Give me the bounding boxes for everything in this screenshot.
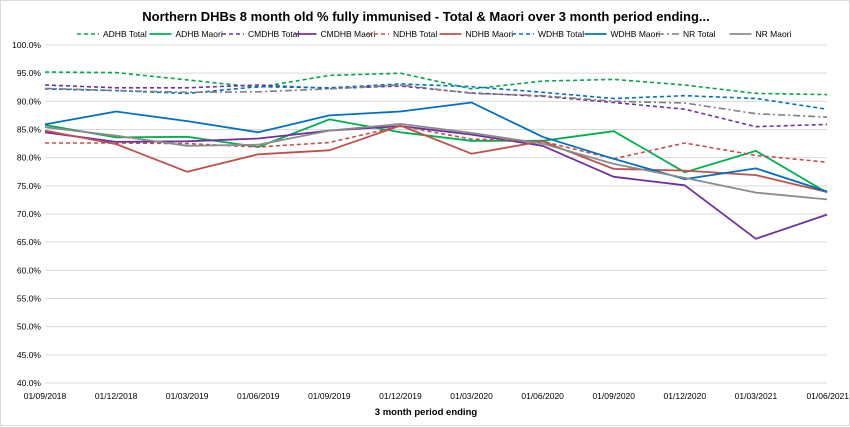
y-tick-label: 90.0% (17, 96, 42, 106)
x-tick-label: 01/12/2018 (95, 391, 138, 401)
legend-label: NDHB Maori (466, 29, 514, 39)
y-tick-label: 95.0% (17, 68, 42, 78)
legend-label: WDHB Total (538, 29, 584, 39)
legend-label: ADHB Total (103, 29, 147, 39)
series-line-adhb-maori (44, 118, 828, 194)
y-tick-label: 100.0% (12, 40, 41, 50)
series-lines (44, 71, 828, 240)
series-line-cmdhb-total (44, 84, 828, 128)
x-tick-label: 01/03/2021 (735, 391, 778, 401)
x-tick-label: 01/12/2020 (664, 391, 707, 401)
x-axis-label: 3 month period ending (375, 407, 478, 418)
legend: ADHB Total ADHB Maori CMDHB Total CMDHB Mao… (77, 29, 792, 39)
y-tick-label: 70.0% (17, 209, 42, 219)
series-line-nr-maori (44, 123, 828, 201)
y-tick-label: 45.0% (17, 350, 42, 360)
y-tick-label: 75.0% (17, 181, 42, 191)
legend-label: CMDHB Total (248, 29, 299, 39)
x-tick-label: 01/06/2021 (806, 391, 849, 401)
x-tick-labels: 01/09/2018 01/12/2018 01/03/2019 01/06/2019… (24, 391, 850, 401)
legend-label: NDHB Total (393, 29, 437, 39)
series-line-nr-total (44, 84, 828, 118)
chart-title: Northern DHBs 8 month old % fully immuni… (142, 9, 709, 24)
x-tick-label: 01/06/2020 (521, 391, 564, 401)
y-tick-label: 60.0% (17, 265, 42, 275)
y-tick-label: 80.0% (17, 153, 42, 163)
x-tick-label: 01/12/2019 (379, 391, 422, 401)
legend-label: NR Total (683, 29, 716, 39)
x-tick-label: 01/09/2018 (24, 391, 67, 401)
legend-label: CMDHB Maori (321, 29, 376, 39)
x-tick-label: 01/03/2020 (450, 391, 493, 401)
series-line-adhb-total (44, 71, 828, 96)
x-tick-label: 01/09/2019 (308, 391, 351, 401)
y-tick-label: 50.0% (17, 322, 42, 332)
y-tick-label: 40.0% (17, 378, 42, 388)
x-tick-label: 01/03/2019 (166, 391, 209, 401)
y-tick-label: 65.0% (17, 237, 42, 247)
series-line-ndhb-maori (44, 124, 828, 193)
y-tick-labels: 40.0% 45.0% 50.0% 55.0% 60.0% 65.0% 70.0% 75.0%… (12, 40, 41, 388)
x-tick-label: 01/06/2019 (237, 391, 280, 401)
x-tick-label: 01/09/2020 (592, 391, 635, 401)
series-line-wdhb-total (44, 83, 828, 110)
series-line-ndhb-total (45, 125, 828, 163)
y-tick-label: 55.0% (17, 294, 42, 304)
series-line-cmdhb-maori (44, 125, 828, 240)
y-tick-label: 85.0% (17, 125, 42, 135)
gridlines (45, 44, 827, 384)
legend-label: WDHB Maori (611, 29, 661, 39)
legend-label: ADHB Maori (176, 29, 223, 39)
series-line-wdhb-maori (44, 101, 828, 193)
legend-label: NR Maori (756, 29, 792, 39)
